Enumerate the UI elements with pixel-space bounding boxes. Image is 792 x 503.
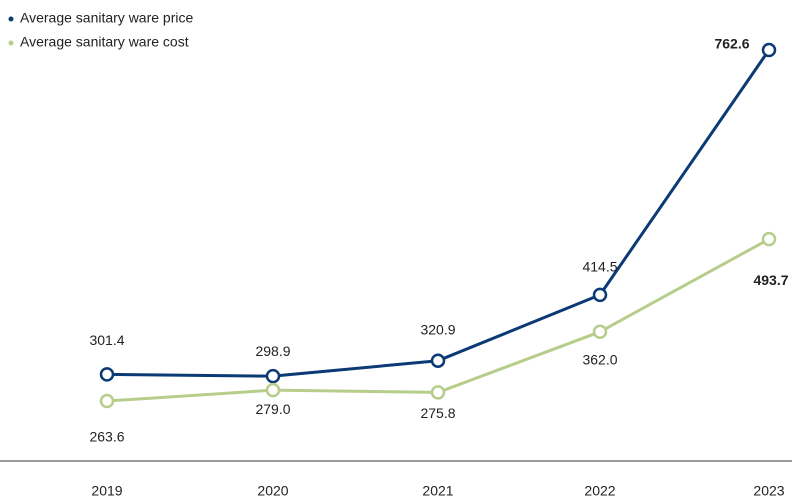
data-label: 762.6 (714, 36, 749, 52)
data-label: 275.8 (420, 405, 455, 421)
point (99, 367, 115, 382)
data-label: 362.0 (582, 351, 617, 367)
x-tick-label: 2023 (753, 483, 784, 499)
data-label: 263.6 (89, 429, 124, 445)
point (430, 385, 446, 400)
point (592, 324, 608, 340)
point (430, 353, 446, 368)
legend-label: Average sanitary ware cost (20, 34, 189, 50)
legend-label: Average sanitary ware price (20, 10, 193, 26)
data-label: 493.7 (753, 272, 788, 288)
point (592, 287, 608, 303)
point (761, 231, 777, 247)
point (265, 368, 281, 384)
legend-dot (8, 40, 14, 46)
data-label: 320.9 (420, 321, 455, 337)
legend-dot (8, 16, 14, 22)
x-tick-label: 2019 (91, 483, 122, 499)
x-tick-label: 2020 (257, 483, 288, 499)
x-tick-label: 2021 (422, 483, 453, 499)
data-label: 414.5 (582, 259, 617, 275)
data-label: 298.9 (255, 343, 290, 359)
data-label: 301.4 (89, 332, 124, 348)
point (265, 382, 281, 398)
x-tick-label: 2022 (584, 483, 615, 499)
point (99, 393, 115, 409)
point (761, 42, 777, 58)
data-label: 279.0 (255, 401, 290, 417)
